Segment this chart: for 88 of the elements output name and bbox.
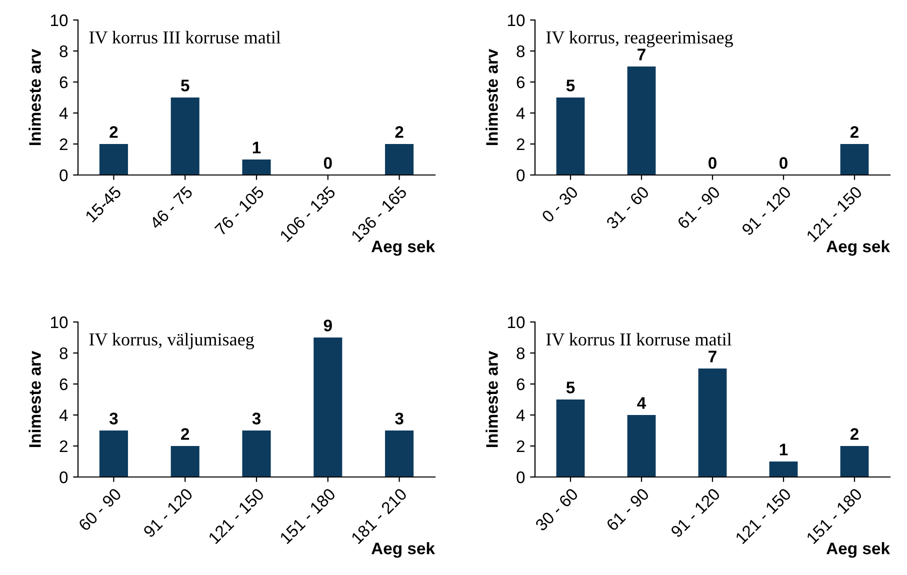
x-tick-label: 91 - 120 [670, 487, 721, 538]
bar [385, 430, 414, 477]
y-tick-label: 0 [516, 169, 525, 182]
data-label: 2 [395, 126, 404, 138]
y-tick-label: 6 [516, 76, 525, 88]
x-tick-label: 61 - 90 [676, 185, 721, 230]
data-label: 0 [708, 157, 716, 169]
x-axis-title: Aeg sek [826, 240, 890, 256]
x-axis-title: Aeg sek [371, 542, 436, 558]
data-label: 0 [324, 157, 332, 169]
y-tick-label: 8 [60, 347, 68, 360]
chart-title: IV korrus II korruse matil [546, 332, 732, 346]
bar [556, 98, 585, 175]
y-tick-label: 6 [516, 378, 525, 390]
y-tick-label: 2 [516, 440, 524, 452]
x-axis-title: Aeg sek [371, 240, 436, 256]
bar [627, 415, 656, 477]
y-tick-label: 4 [59, 108, 68, 120]
data-label: 9 [324, 320, 332, 332]
x-tick-label: 76 - 105 [214, 186, 265, 236]
data-label: 4 [637, 397, 646, 409]
y-tick-label: 2 [60, 440, 68, 452]
y-tick-label: 10 [508, 316, 525, 328]
x-tick-label: 31 - 60 [606, 185, 650, 230]
bar [769, 462, 798, 477]
y-axis-title: Inimeste arv [28, 350, 41, 448]
y-tick-label: 2 [60, 138, 68, 150]
y-tick-label: 4 [59, 410, 68, 422]
bar [242, 160, 271, 175]
x-tick-label: 121 - 150 [734, 487, 792, 544]
bar [627, 66, 656, 175]
x-tick-label: 61 - 90 [606, 487, 650, 532]
data-label: 5 [566, 80, 575, 92]
y-tick-label: 6 [60, 378, 68, 390]
y-tick-label: 10 [508, 14, 525, 26]
bar [242, 430, 271, 477]
y-tick-label: 4 [516, 410, 525, 422]
y-tick-label: 6 [60, 76, 68, 88]
y-axis-title: Inimeste arv [486, 350, 498, 448]
data-label: 2 [110, 126, 118, 138]
bar [698, 368, 727, 477]
bar [99, 144, 128, 175]
text: IV korrus, reageerimisaeg [546, 30, 733, 48]
y-tick-label: 8 [60, 45, 68, 58]
x-tick-label: 106 - 135 [279, 186, 336, 242]
y-tick-label: 2 [516, 138, 524, 150]
data-label: 3 [252, 412, 261, 424]
data-label: 0 [780, 157, 788, 169]
bar [99, 430, 128, 477]
x-tick-label: 91 - 120 [142, 487, 194, 538]
data-label: 3 [109, 412, 118, 424]
data-label: 5 [180, 80, 190, 92]
data-label: 7 [708, 350, 716, 362]
y-tick-label: 10 [51, 316, 68, 328]
y-tick-label: 8 [516, 45, 525, 58]
data-label: 2 [850, 126, 858, 138]
bar [556, 400, 585, 477]
y-tick-label: 0 [516, 471, 525, 484]
chart-title: IV korrus III korruse matil [89, 30, 281, 44]
x-tick-label: 0 - 30 [541, 185, 579, 224]
bar [170, 98, 200, 175]
data-label: 1 [252, 142, 261, 154]
x-tick-label: 46 - 75 [148, 186, 194, 230]
data-label: 2 [850, 428, 858, 440]
data-label: 3 [395, 412, 404, 424]
x-tick-label: 60 - 90 [78, 487, 122, 532]
y-axis-title: Inimeste arv [486, 48, 498, 146]
data-label: 7 [638, 48, 646, 60]
data-label: 2 [181, 428, 190, 440]
bar [170, 446, 200, 477]
y-axis-title: Inimeste arv [28, 48, 41, 146]
text: IV korrus, väljumisaeg [89, 332, 254, 350]
x-tick-label: 30 - 60 [534, 487, 579, 532]
bar [314, 338, 342, 477]
x-tick-label: 121 - 150 [208, 487, 265, 544]
data-label: 1 [780, 444, 788, 456]
y-tick-label: 10 [51, 14, 68, 26]
x-axis-title: Aeg sek [826, 542, 890, 558]
y-tick-label: 4 [516, 108, 525, 120]
x-tick-label: 91 - 120 [741, 185, 792, 236]
data-label: 5 [566, 382, 575, 394]
x-tick-label: 151 - 180 [279, 487, 336, 544]
bar [385, 144, 414, 175]
bar [840, 144, 869, 175]
y-tick-label: 0 [60, 169, 68, 182]
y-tick-label: 8 [516, 347, 525, 360]
y-tick-label: 0 [60, 471, 68, 484]
bar [840, 446, 869, 477]
